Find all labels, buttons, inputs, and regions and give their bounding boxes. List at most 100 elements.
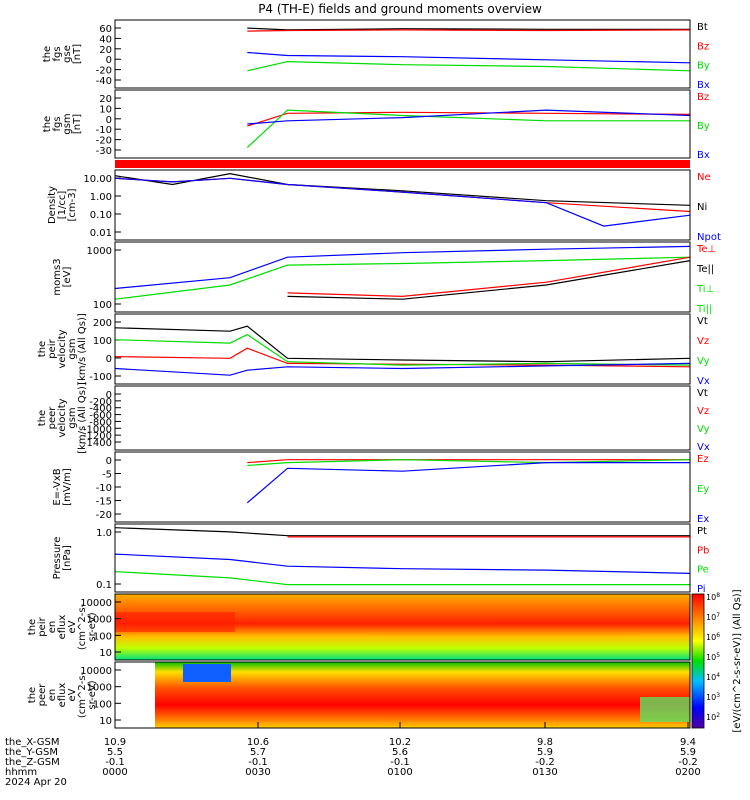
y-tick-label: 10.00	[83, 174, 112, 185]
y-tick-label: -600	[89, 411, 112, 422]
y-tick-label: 20	[99, 45, 112, 56]
y-tick-label: -100	[89, 372, 112, 383]
y-tick-label: 1.0	[96, 528, 112, 539]
y-tick-label: 0	[106, 390, 112, 401]
legend-Bz: Bz	[697, 92, 709, 103]
panel-frame	[114, 169, 691, 241]
y-axis-label: thefgsgsm[nT]	[42, 113, 83, 134]
x-tick-label: 9.8	[537, 737, 553, 748]
y-tick-label: 0.10	[90, 210, 112, 221]
x-row-label: 2024 Apr 20	[5, 777, 67, 788]
colorbar-tick: 104	[706, 672, 720, 682]
x-tick-label: -0.1	[248, 757, 268, 768]
series-line-Te⊥	[287, 256, 691, 298]
panel-frame	[114, 89, 691, 159]
series-line-Ni	[114, 172, 691, 206]
y-tick-label: -1400	[83, 438, 112, 449]
x-row-label: the_X-GSM	[5, 737, 59, 748]
series-line-Bt	[247, 27, 690, 31]
x-tick-label: 10.2	[389, 737, 411, 748]
series-line-Ti⊥	[114, 245, 691, 290]
legend-Vz: Vz	[697, 336, 709, 347]
y-tick-label: 0	[106, 456, 112, 467]
legend-Vx: Vx	[697, 376, 710, 387]
y-tick-label: 10	[99, 104, 112, 115]
x-row-label: hhmm	[5, 767, 37, 778]
panel-frame	[114, 313, 691, 385]
y-tick-label: 0.1	[96, 580, 112, 591]
x-tick-label: 0100	[387, 767, 412, 778]
x-row-label: the_Z-GSM	[5, 757, 60, 768]
y-axis-label: thepeirvelocitygsm[km/s (All Qs)]	[37, 313, 88, 385]
series-line-Bx	[247, 51, 691, 64]
x-tick-label: 0030	[245, 767, 270, 778]
y-axis-label: Pressure[nPa]	[52, 537, 73, 580]
legend-Ey: Ey	[697, 484, 709, 495]
y-tick-label: -40	[96, 76, 112, 87]
panel-frame	[114, 593, 691, 661]
y-axis-label: thepeerenefluxeV(cm^2-s-sr-eV)	[27, 671, 98, 718]
legend-Ne: Ne	[697, 172, 711, 183]
legend-Npot: Npot	[697, 232, 721, 243]
series-line-Ex	[246, 462, 690, 504]
y-axis-label: E=-VxB[mV/m]	[52, 468, 73, 506]
y-tick-label: 100	[93, 631, 112, 642]
legend-Ex: Ex	[697, 514, 709, 525]
legend-Bx: Bx	[697, 80, 710, 91]
legend-Ni: Ni	[697, 202, 707, 213]
panel-10: 10000 1000 100 10thepeerenefluxeV(cm^2-s-sr…	[27, 661, 691, 729]
x-tick-label: 9.4	[680, 737, 696, 748]
y-tick-label: -800	[89, 417, 112, 428]
series-line-Pe	[114, 571, 690, 586]
panel-4: 1000 100 moms3[eV] Te⊥ Te|| Ti⊥ Ti||	[52, 241, 716, 315]
legend-Vz: Vz	[697, 406, 709, 417]
y-tick-label: -30	[96, 146, 112, 157]
series-line-Bz	[247, 29, 691, 32]
x-tick-label: 5.9	[680, 747, 696, 758]
heatmap-green-region	[640, 697, 690, 722]
heatmap-blue-region	[183, 664, 231, 682]
series-line-Npot	[114, 177, 691, 227]
panel-3: 10.00 1.00 0.10 0.01 Density[1/cc][cm-3] Ne Ni…	[47, 169, 721, 243]
colorbar: 108 107 106 105 104 103 102 [eV/(cm^2-s-sr-eV)]…	[691, 589, 743, 733]
colorbar-tick: 105	[706, 652, 720, 662]
y-tick-label: -1000	[83, 424, 112, 435]
series-line-Vt	[114, 325, 691, 363]
legend-Vy: Vy	[697, 356, 710, 367]
colorbar-tick: 103	[706, 692, 720, 702]
legend-Te||: Te||	[696, 264, 714, 275]
x-tick-label: 0000	[102, 767, 127, 778]
y-tick-label: -1200	[83, 431, 112, 442]
panel-frame	[114, 451, 691, 523]
legend-Ti||: Ti||	[696, 304, 712, 315]
colorbar-tick: 107	[706, 612, 720, 622]
x-tick-label: 5.5	[107, 747, 123, 758]
x-tick-label: 5.9	[537, 747, 553, 758]
legend-Te⊥: Te⊥	[696, 244, 716, 255]
x-tick-label: 5.7	[250, 747, 266, 758]
separator-bar	[115, 160, 690, 168]
y-tick-label: 1000	[87, 615, 112, 626]
panel-6: 0-200-400-600-800-1000-1200-1400thepeerv…	[37, 382, 710, 454]
legend-Vy: Vy	[697, 424, 710, 435]
legend-Pe: Pe	[697, 565, 709, 576]
series-line-Vy	[114, 333, 691, 366]
series-line-Vx	[114, 362, 691, 376]
y-tick-label: 0	[106, 354, 112, 365]
series-line-Bx	[247, 109, 691, 125]
y-tick-label: 0.01	[90, 228, 112, 239]
x-tick-label: -0.1	[390, 757, 410, 768]
y-tick-label: 10000	[80, 666, 112, 677]
panel-frame	[114, 385, 691, 451]
y-axis-label: moms3[eV]	[52, 258, 73, 295]
y-tick-label: -5	[102, 470, 112, 481]
panel-7: 0 -5 -10 -15 -20 E=-VxB[mV/m] Ez Ey Ex	[52, 451, 709, 525]
panels: 6040200-20-40thefgsgse[nT]BtBzByBx20100-…	[27, 19, 721, 729]
legend-Pt: Pt	[697, 526, 707, 537]
panel-9: 10000 1000 100 10thepeirenefluxeV(cm^2-s-sr…	[27, 593, 691, 661]
y-axis-label: thefgsgse[nT]	[42, 44, 83, 64]
y-tick-label: -15	[96, 497, 112, 508]
legend-Vt: Vt	[697, 388, 708, 399]
panel-frame	[114, 523, 691, 593]
legend-Ez: Ez	[697, 454, 709, 465]
